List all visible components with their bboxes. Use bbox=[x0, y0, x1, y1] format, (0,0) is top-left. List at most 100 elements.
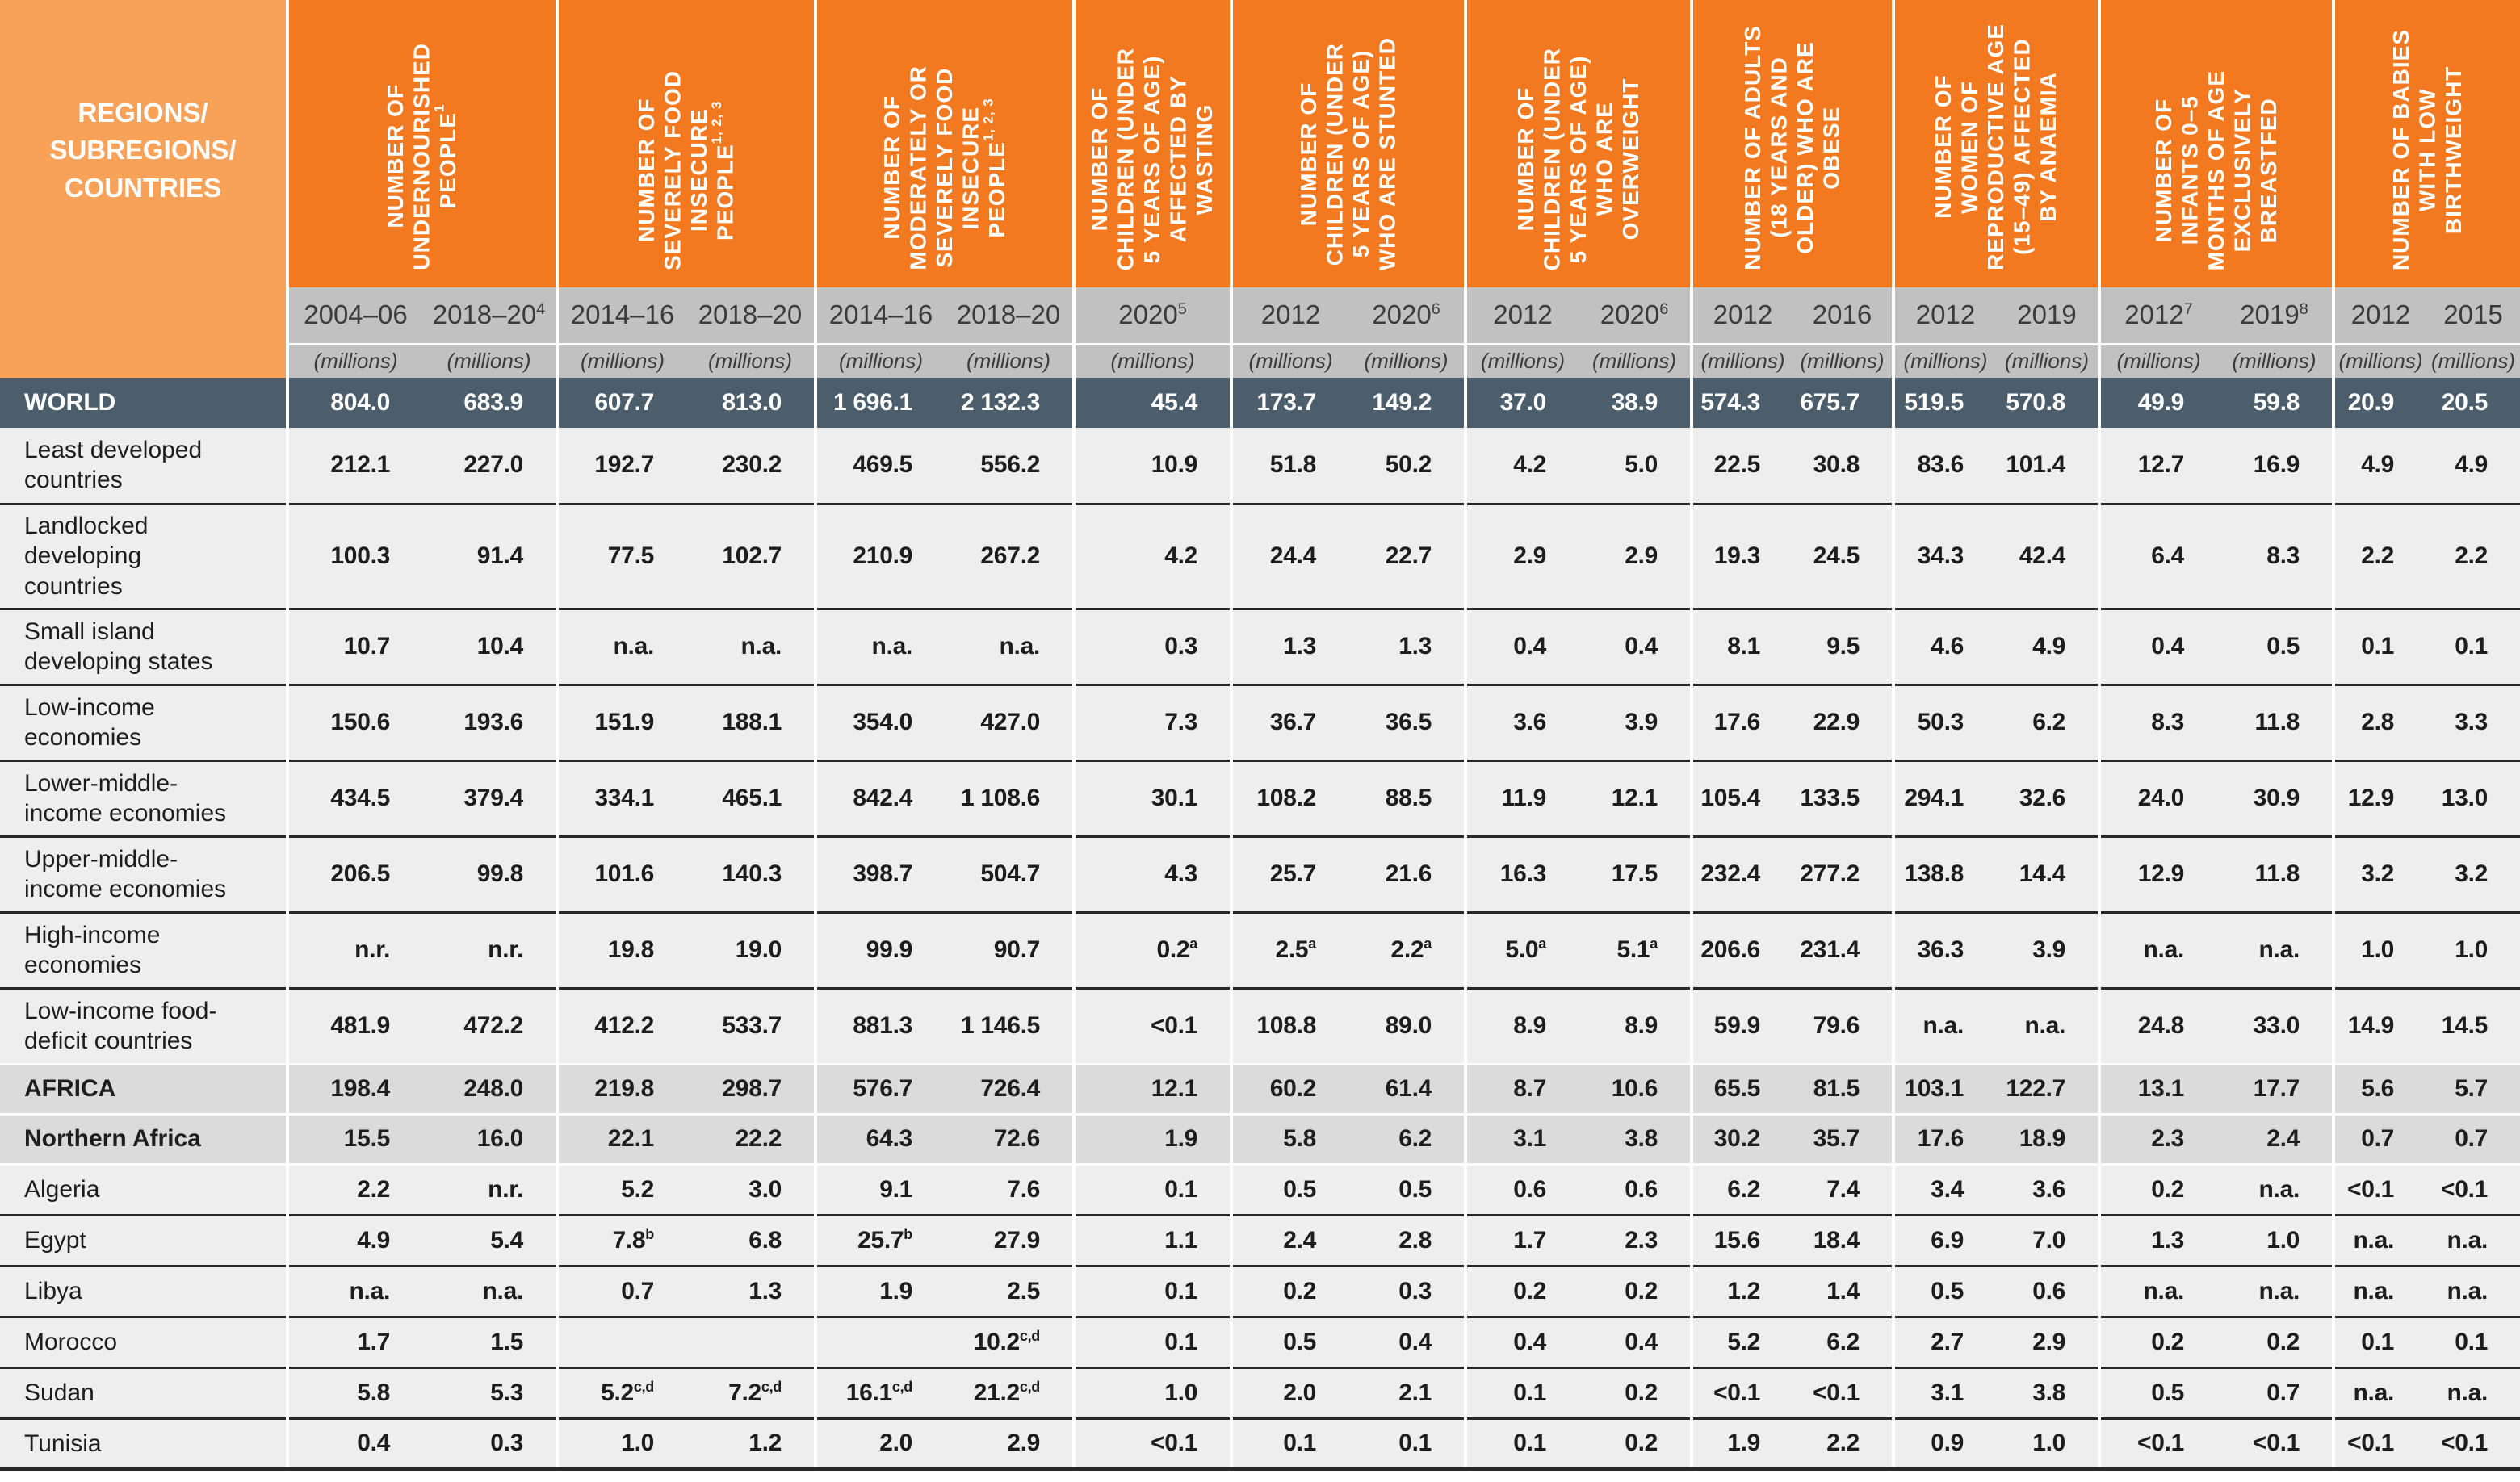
column-group-header: NUMBER OF ADULTS (18 YEARS AND OLDER) WH… bbox=[1690, 0, 1893, 287]
value-cell: 140.3 bbox=[686, 835, 816, 912]
value-cell: n.a. bbox=[422, 1264, 557, 1317]
value-cell: 0.1 bbox=[1230, 1417, 1348, 1471]
value-cell: 6.8 bbox=[686, 1213, 816, 1266]
value-cell: 32.6 bbox=[1996, 759, 2099, 836]
value-cell: 102.7 bbox=[686, 502, 816, 609]
value-cell: 2.9 bbox=[945, 1417, 1074, 1471]
row-label: Low-income economies bbox=[0, 683, 287, 760]
value-cell bbox=[686, 1315, 816, 1367]
value-cell: 0.3 bbox=[422, 1417, 557, 1471]
value-cell: n.a. bbox=[556, 607, 686, 684]
value-cell: 1.0 bbox=[2216, 1213, 2333, 1266]
row-label: Landlocked developing countries bbox=[0, 502, 287, 609]
value-cell: 60.2 bbox=[1230, 1062, 1348, 1114]
year-header: 2012 bbox=[1892, 287, 1996, 344]
value-cell: 0.4 bbox=[1464, 1315, 1579, 1367]
value-cell: 34.3 bbox=[1892, 502, 1996, 609]
value-cell: 533.7 bbox=[686, 986, 816, 1064]
value-cell: 607.7 bbox=[556, 378, 686, 428]
value-cell: 5.0 bbox=[1579, 428, 1692, 504]
row-label: Low-income food-deficit countries bbox=[0, 986, 287, 1064]
value-cell: 22.2 bbox=[686, 1112, 816, 1164]
value-cell: 3.4 bbox=[1892, 1162, 1996, 1215]
value-cell: 0.1 bbox=[1464, 1417, 1579, 1471]
unit-label: (millions) bbox=[2332, 342, 2426, 378]
value-cell: 398.7 bbox=[814, 835, 945, 912]
value-cell: 0.9 bbox=[1892, 1417, 1996, 1471]
value-cell: 1.0 bbox=[556, 1417, 686, 1471]
column-group-label: NUMBER OF SEVERELY FOOD INSECURE PEOPLE1… bbox=[634, 70, 738, 270]
value-cell: 192.7 bbox=[556, 428, 686, 504]
value-cell: 0.1 bbox=[1348, 1417, 1465, 1471]
table-row: Libya n.a. n.a. 0.7 1.3 1.9 2.5 0.1 0.2 0.3 0.2 0.2… bbox=[0, 1264, 2520, 1317]
value-cell: n.r. bbox=[422, 1162, 557, 1215]
value-cell: n.a. bbox=[2332, 1366, 2426, 1418]
value-cell: 90.7 bbox=[945, 911, 1074, 988]
table-row: Least developed countries 212.1 227.0 192.7… bbox=[0, 428, 2520, 504]
value-cell: n.a. bbox=[2216, 911, 2333, 988]
value-cell: 7.8b bbox=[556, 1213, 686, 1266]
value-cell: 0.1 bbox=[1072, 1264, 1231, 1317]
value-cell: 2.2a bbox=[1348, 911, 1465, 988]
value-cell: 0.3 bbox=[1348, 1264, 1465, 1317]
unit-label: (millions) bbox=[286, 342, 422, 378]
value-cell: 99.8 bbox=[422, 835, 557, 912]
value-cell: 6.2 bbox=[1348, 1112, 1465, 1164]
row-label: Morocco bbox=[0, 1315, 287, 1367]
value-cell: 1.2 bbox=[686, 1417, 816, 1471]
value-cell: 2.9 bbox=[1464, 502, 1579, 609]
year-header: 20205 bbox=[1072, 287, 1231, 344]
value-cell: 21.6 bbox=[1348, 835, 1465, 912]
value-cell: 574.3 bbox=[1690, 378, 1793, 428]
value-cell: 1.7 bbox=[1464, 1213, 1579, 1266]
column-group-label: NUMBER OF CHILDREN (UNDER 5 YEARS OF AGE… bbox=[1296, 36, 1400, 270]
value-cell: 99.9 bbox=[814, 911, 945, 988]
unit-label: (millions) bbox=[556, 342, 686, 378]
year-header: 20127 bbox=[2098, 287, 2216, 344]
value-cell: 101.6 bbox=[556, 835, 686, 912]
value-cell: 519.5 bbox=[1892, 378, 1996, 428]
value-cell: 151.9 bbox=[556, 683, 686, 760]
value-cell: 881.3 bbox=[814, 986, 945, 1064]
unit-label: (millions) bbox=[1996, 342, 2099, 378]
value-cell: 1.2 bbox=[1690, 1264, 1793, 1317]
value-cell: 0.7 bbox=[2426, 1112, 2520, 1164]
column-group-header: NUMBER OF INFANTS 0–5 MONTHS OF AGE EXCL… bbox=[2098, 0, 2333, 287]
column-group-label: NUMBER OF INFANTS 0–5 MONTHS OF AGE EXCL… bbox=[2150, 69, 2281, 270]
value-cell: 1.0 bbox=[2332, 911, 2426, 988]
table-row: Egypt 4.9 5.4 7.8b 6.8 25.7b 27.9 1.1 2.4 2.8 1.7 2… bbox=[0, 1213, 2520, 1266]
value-cell: 5.8 bbox=[286, 1366, 422, 1418]
value-cell: <0.1 bbox=[2332, 1417, 2426, 1471]
value-cell: 11.8 bbox=[2216, 683, 2333, 760]
value-cell: 10.7 bbox=[286, 607, 422, 684]
value-cell: 2.4 bbox=[1230, 1213, 1348, 1266]
column-group-header: NUMBER OF CHILDREN (UNDER 5 YEARS OF AGE… bbox=[1464, 0, 1692, 287]
value-cell: 3.0 bbox=[686, 1162, 816, 1215]
value-cell: 3.2 bbox=[2332, 835, 2426, 912]
value-cell: 100.3 bbox=[286, 502, 422, 609]
value-cell: n.r. bbox=[286, 911, 422, 988]
table-row: Morocco 1.7 1.5 10.2c,d 0.1 0.5 0.4 0.4 0.4 5.2 6.… bbox=[0, 1315, 2520, 1367]
value-cell: 0.1 bbox=[2332, 607, 2426, 684]
value-cell: 10.6 bbox=[1579, 1062, 1692, 1114]
value-cell: 16.0 bbox=[422, 1112, 557, 1164]
value-cell: 465.1 bbox=[686, 759, 816, 836]
value-cell: 0.5 bbox=[1348, 1162, 1465, 1215]
row-label: Lower-middle-income economies bbox=[0, 759, 287, 836]
value-cell: 354.0 bbox=[814, 683, 945, 760]
value-cell: 4.9 bbox=[2426, 428, 2520, 504]
unit-label: (millions) bbox=[1348, 342, 1465, 378]
value-cell: 0.4 bbox=[2098, 607, 2216, 684]
value-cell: 1 146.5 bbox=[945, 986, 1074, 1064]
table-row: WORLD 804.0 683.9 607.7 813.0 1 696.1 2 132.3 4… bbox=[0, 378, 2520, 428]
value-cell: 0.4 bbox=[286, 1417, 422, 1471]
value-cell: 51.8 bbox=[1230, 428, 1348, 504]
value-cell: 16.3 bbox=[1464, 835, 1579, 912]
value-cell: 0.3 bbox=[1072, 607, 1231, 684]
value-cell: 198.4 bbox=[286, 1062, 422, 1114]
value-cell: 469.5 bbox=[814, 428, 945, 504]
year-header: 2016 bbox=[1793, 287, 1893, 344]
value-cell: 30.1 bbox=[1072, 759, 1231, 836]
value-cell: 11.9 bbox=[1464, 759, 1579, 836]
value-cell: 103.1 bbox=[1892, 1062, 1996, 1114]
